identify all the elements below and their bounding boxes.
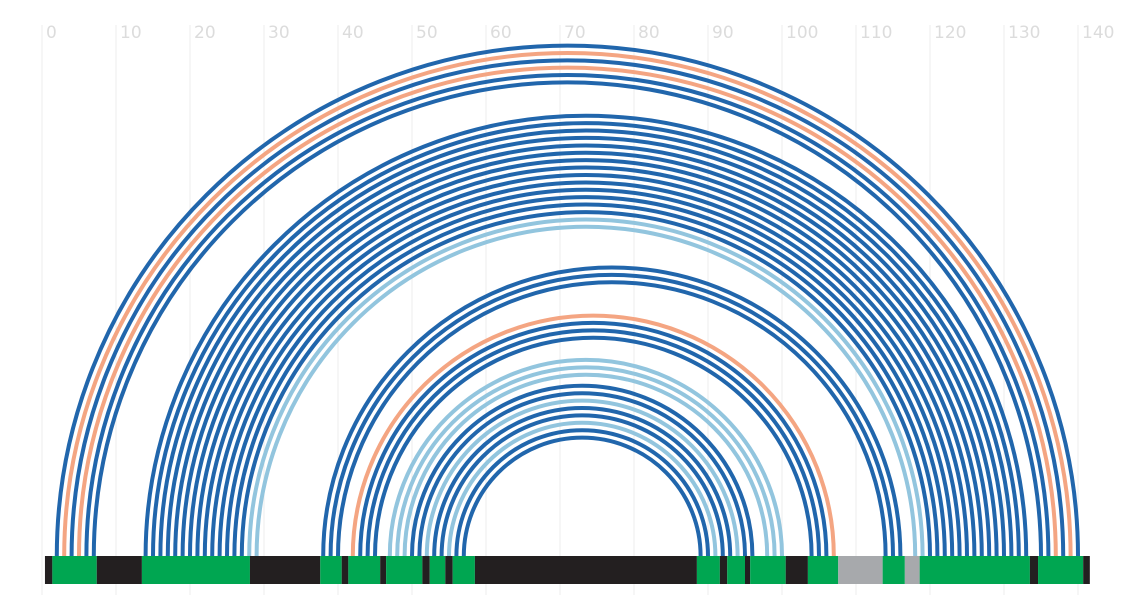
track-segment (380, 556, 387, 584)
arc (217, 187, 955, 557)
arc (180, 150, 992, 557)
arc (210, 180, 962, 557)
track-segment (727, 556, 745, 584)
arc (158, 128, 1014, 557)
arc (77, 65, 1058, 557)
x-tick-label: 100 (786, 23, 818, 43)
arc (321, 265, 903, 557)
arc (151, 121, 1021, 557)
track-segment (807, 556, 839, 584)
x-tick-label: 140 (1082, 23, 1114, 43)
x-tick-label: 50 (416, 23, 438, 43)
track-segment (341, 556, 349, 584)
x-tick-label: 130 (1008, 23, 1040, 43)
arc (173, 143, 999, 557)
x-tick-label: 120 (934, 23, 966, 43)
track-segment (96, 556, 142, 584)
arc (165, 135, 1006, 557)
arc (202, 172, 969, 557)
arc (387, 357, 784, 557)
x-tick-label: 0 (46, 23, 57, 43)
track-segment (1083, 556, 1090, 584)
track-segment (141, 556, 250, 584)
track-segment (919, 556, 1030, 584)
arc (424, 398, 740, 557)
x-tick-label: 10 (120, 23, 142, 43)
track-segment (348, 556, 381, 584)
arc (395, 365, 777, 557)
track-segment (429, 556, 446, 584)
arc (417, 391, 747, 557)
arc (247, 217, 925, 557)
arc (328, 272, 895, 557)
arc (336, 280, 888, 557)
arc (225, 195, 947, 557)
track-segment (445, 556, 453, 584)
arc (62, 50, 1073, 557)
arc (54, 43, 1080, 557)
x-tick-label: 90 (712, 23, 734, 43)
x-tick-label: 30 (268, 23, 290, 43)
arc (239, 209, 932, 557)
arc (373, 335, 814, 557)
arc (439, 413, 725, 557)
track-segment (1029, 556, 1039, 584)
arc (195, 165, 977, 557)
arc (143, 113, 1029, 557)
track-segment (696, 556, 720, 584)
track-segment (386, 556, 423, 584)
arc (447, 420, 718, 557)
arc (91, 80, 1043, 557)
track-segment (320, 556, 342, 584)
arc (188, 158, 984, 557)
track-segment (1038, 556, 1084, 584)
track-segment (882, 556, 905, 584)
track-segment (52, 556, 97, 584)
track-segment (785, 556, 808, 584)
arc (461, 435, 703, 557)
arc (84, 73, 1051, 557)
arc (410, 383, 755, 557)
arc (254, 224, 918, 557)
x-tick-label: 80 (638, 23, 660, 43)
track-segment (249, 556, 321, 584)
arc (365, 328, 821, 557)
arc (454, 428, 710, 557)
arc (350, 313, 836, 557)
arc (358, 320, 829, 557)
track-segment (904, 556, 920, 584)
arc (432, 406, 733, 557)
x-tick-label: 20 (194, 23, 216, 43)
track-segment (44, 556, 53, 584)
arc (402, 372, 770, 557)
track-segment (719, 556, 728, 584)
x-tick-label: 60 (490, 23, 512, 43)
arc (232, 202, 940, 557)
track-segment (838, 556, 883, 584)
x-tick-label: 40 (342, 23, 364, 43)
x-tick-label: 110 (860, 23, 892, 43)
track-segment (474, 556, 697, 584)
track-segment (750, 556, 786, 584)
track-segment (422, 556, 430, 584)
x-tick-label: 70 (564, 23, 586, 43)
track-segment (452, 556, 475, 584)
track-segment (745, 556, 751, 584)
arc (69, 58, 1066, 557)
